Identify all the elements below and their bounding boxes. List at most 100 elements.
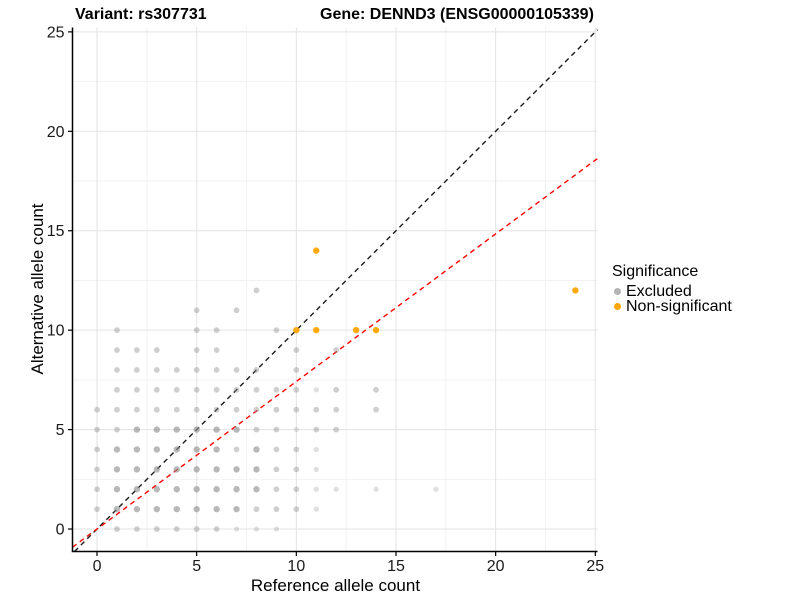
data-point-excluded — [114, 526, 120, 532]
data-point-excluded — [193, 327, 200, 334]
data-point-excluded — [193, 367, 200, 373]
data-point-excluded — [193, 486, 200, 493]
data-point-non-significant — [372, 326, 380, 334]
data-point-excluded — [253, 287, 260, 294]
data-point-excluded — [273, 466, 280, 473]
data-point-excluded — [94, 446, 100, 453]
data-point-excluded — [153, 486, 161, 493]
data-point-excluded — [173, 446, 180, 453]
data-point-excluded — [193, 406, 200, 413]
data-point-excluded — [233, 307, 240, 314]
data-point-excluded — [173, 367, 180, 373]
data-point-excluded — [253, 406, 260, 413]
data-point-excluded — [253, 446, 260, 453]
data-point-excluded — [333, 386, 340, 393]
data-point-excluded — [133, 526, 140, 532]
data-point-excluded — [373, 386, 379, 393]
data-point-excluded — [114, 426, 120, 433]
variant-title: Variant: rs307731 — [75, 6, 207, 23]
data-point-excluded — [233, 386, 240, 393]
data-point-excluded — [233, 446, 240, 453]
data-point-excluded — [133, 446, 141, 453]
y-tick-label: 15 — [47, 223, 65, 240]
data-point-excluded — [113, 446, 121, 453]
x-tick-label: 15 — [387, 558, 405, 575]
data-point-excluded — [273, 446, 280, 453]
data-point-excluded — [193, 505, 200, 513]
data-point-non-significant — [572, 287, 579, 294]
data-point-excluded — [133, 426, 141, 433]
data-point-excluded — [173, 386, 180, 393]
data-point-excluded — [173, 466, 180, 473]
data-point-excluded — [113, 466, 121, 473]
data-point-excluded — [213, 526, 220, 532]
data-point-excluded — [213, 426, 220, 433]
data-point-excluded — [114, 367, 120, 373]
data-point-excluded — [213, 386, 220, 393]
data-point-excluded — [293, 426, 299, 433]
y-tick-label: 10 — [47, 323, 65, 340]
data-point-excluded — [193, 386, 200, 393]
data-point-excluded — [153, 406, 160, 413]
data-point-excluded — [213, 347, 220, 353]
data-point-excluded — [313, 506, 319, 512]
data-point-excluded — [253, 466, 260, 473]
data-point-excluded — [113, 486, 121, 493]
legend-item-label: Excluded — [626, 282, 692, 300]
y-tick-label: 20 — [47, 124, 65, 141]
data-point-excluded — [293, 367, 300, 373]
y-tick-label: 25 — [47, 24, 65, 41]
data-point-excluded — [293, 386, 300, 393]
data-point-excluded — [313, 486, 319, 492]
y-tick-label: 0 — [56, 522, 65, 539]
data-point-excluded — [293, 347, 300, 353]
data-point-excluded — [193, 347, 200, 353]
y-tick-label: 5 — [56, 422, 65, 439]
data-point-excluded — [293, 446, 300, 453]
data-point-excluded — [114, 406, 120, 413]
data-point-excluded — [213, 466, 220, 473]
x-tick-label: 0 — [93, 558, 102, 575]
y-axis-title: Alternative allele count — [28, 203, 47, 375]
data-point-excluded — [373, 486, 379, 492]
data-point-excluded — [273, 486, 280, 493]
data-point-excluded — [293, 506, 300, 513]
data-point-excluded — [133, 386, 140, 393]
data-point-excluded — [273, 406, 280, 413]
data-point-excluded — [133, 347, 140, 353]
data-point-excluded — [213, 505, 220, 513]
data-point-excluded — [233, 367, 240, 373]
data-point-excluded — [114, 347, 120, 353]
data-point-excluded — [133, 406, 140, 413]
data-point-excluded — [333, 486, 339, 492]
expected-ratio-line — [72, 157, 598, 548]
data-point-excluded — [193, 446, 200, 453]
data-point-excluded — [233, 426, 240, 433]
data-point-excluded — [114, 327, 120, 334]
legend-item-non-significant: Non-significant — [612, 298, 732, 315]
data-point-excluded — [233, 466, 240, 473]
data-point-excluded — [193, 466, 200, 473]
data-point-excluded — [273, 327, 280, 334]
data-point-excluded — [193, 307, 200, 314]
x-tick-label: 25 — [586, 558, 604, 575]
data-point-excluded — [213, 327, 220, 334]
data-point-non-significant — [313, 326, 320, 334]
data-point-excluded — [153, 347, 160, 353]
data-point-excluded — [213, 446, 220, 453]
data-point-excluded — [153, 386, 160, 393]
data-point-excluded — [253, 426, 260, 433]
data-point-excluded — [333, 347, 340, 353]
data-point-excluded — [253, 386, 260, 393]
data-point-excluded — [373, 406, 379, 413]
gene-title: Gene: DENND3 (ENSG00000105339) — [320, 6, 594, 23]
data-point-excluded — [273, 426, 280, 433]
data-point-excluded — [293, 486, 300, 493]
data-point-excluded — [173, 505, 180, 513]
data-point-excluded — [173, 486, 180, 493]
data-point-excluded — [153, 526, 160, 532]
data-point-excluded — [153, 466, 161, 473]
data-point-excluded — [313, 387, 319, 393]
data-point-excluded — [433, 486, 439, 492]
